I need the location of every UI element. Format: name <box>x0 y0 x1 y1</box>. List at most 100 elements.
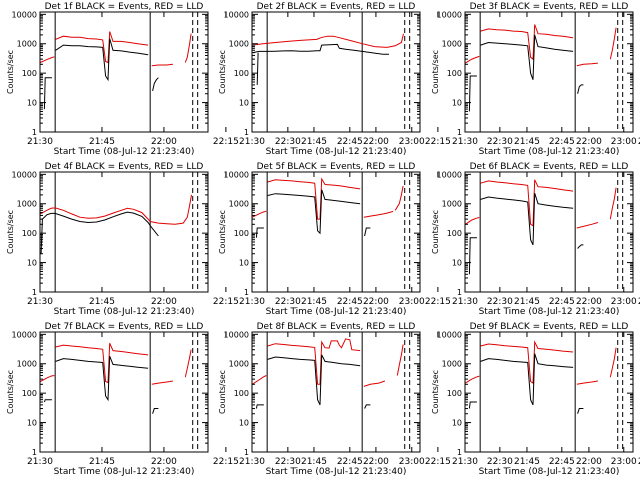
x-tick-label: 22:00 <box>151 137 177 147</box>
lld-series-line <box>609 347 617 378</box>
events-series-line <box>267 354 361 406</box>
x-tick-label: 22:00 <box>363 297 389 307</box>
x-axis-label: Start Time (08-Jul-12 21:23:40) <box>54 467 195 477</box>
y-axis-label: Counts/sec <box>6 210 15 254</box>
events-series-line <box>364 227 371 237</box>
x-tick-label: 22:15 <box>425 297 451 307</box>
x-tick-label: 22:15 <box>425 457 451 467</box>
lld-series-line <box>576 222 599 229</box>
x-tick-label: 22:45 <box>337 297 363 307</box>
lld-series-line <box>267 338 361 385</box>
x-axis-label: Start Time (08-Jul-12 21:23:40) <box>479 147 620 157</box>
y-tick-label: 1000 <box>229 360 249 369</box>
events-series-line <box>577 408 584 414</box>
chart-panel: 21:30 21:45 22:00 22:15 22:30 22:45 23:00 1 10 10… <box>6 2 425 157</box>
y-tick-label: 1 <box>457 288 462 297</box>
chart-panel: 21:30 21:45 22:00 22:15 22:30 22:45 23:00 1 10 10… <box>6 162 425 317</box>
events-series-line <box>40 211 159 254</box>
x-axis-label: Start Time (08-Jul-12 21:23:40) <box>479 467 620 477</box>
x-tick-label: 22:15 <box>213 297 239 307</box>
y-tick-label: 10000 <box>437 170 462 179</box>
x-tick-label: 22:15 <box>638 457 640 467</box>
events-series-line <box>577 244 584 249</box>
y-tick-label: 1 <box>32 128 37 137</box>
lld-series-line <box>184 33 192 63</box>
chart-title: Det 2f BLACK = Events, RED = LLD <box>257 2 416 12</box>
chart-title: Det 8f BLACK = Events, RED = LLD <box>257 322 416 332</box>
y-tick-label: 10 <box>452 259 462 268</box>
x-tick-label: 22:30 <box>275 297 301 307</box>
lld-series-line <box>151 63 173 67</box>
lld-series-line <box>252 210 267 218</box>
y-axis-label: Counts/sec <box>431 210 440 254</box>
x-tick-label: 21:45 <box>514 137 540 147</box>
x-tick-label: 21:30 <box>452 457 478 467</box>
chart-panel: 21:30 21:45 22:00 22:15 22:30 22:45 23:00 1 10 10… <box>431 322 640 477</box>
x-tick-label: 22:30 <box>487 137 513 147</box>
y-tick-label: 100 <box>447 389 462 398</box>
x-tick-label: 22:45 <box>549 297 575 307</box>
events-series-line <box>252 43 389 55</box>
y-tick-label: 1 <box>244 448 249 457</box>
y-tick-label: 1000 <box>17 40 37 49</box>
x-axis-label: Start Time (08-Jul-12 21:23:40) <box>266 467 407 477</box>
chart-title: Det 4f BLACK = Events, RED = LLD <box>45 162 204 172</box>
y-axis-label: Counts/sec <box>431 50 440 94</box>
lld-series-line <box>394 185 404 211</box>
chart-panel: 21:30 21:45 22:00 22:15 22:30 22:45 23:00 1 10 10… <box>218 162 637 317</box>
x-tick-label: 23:00 <box>611 137 637 147</box>
y-tick-label: 1 <box>244 288 249 297</box>
y-tick-label: 10 <box>452 99 462 108</box>
y-tick-label: 10 <box>452 419 462 428</box>
y-tick-label: 100 <box>234 69 249 78</box>
plot-frame <box>251 331 421 453</box>
x-tick-label: 22:30 <box>275 457 301 467</box>
lld-series-line <box>396 344 404 376</box>
x-tick-label: 22:15 <box>638 137 640 147</box>
x-tick-label: 22:15 <box>213 137 239 147</box>
y-tick-label: 100 <box>22 389 37 398</box>
x-tick-label: 22:00 <box>576 297 602 307</box>
chart-panel: 21:30 21:45 22:00 22:15 22:30 22:45 23:00 1 10 10… <box>218 2 637 157</box>
x-tick-label: 22:15 <box>425 137 451 147</box>
x-tick-label: 22:30 <box>487 297 513 307</box>
lld-series-line <box>576 380 598 385</box>
chart-title: Det 6f BLACK = Events, RED = LLD <box>470 162 629 172</box>
events-series-line <box>43 399 52 403</box>
y-tick-label: 1 <box>457 448 462 457</box>
events-series-line <box>577 84 584 94</box>
events-series-line <box>468 401 477 409</box>
y-tick-label: 10000 <box>224 170 249 179</box>
y-tick-label: 1000 <box>442 40 462 49</box>
lld-series-line <box>363 380 386 387</box>
lld-series-line <box>55 31 149 64</box>
y-tick-label: 100 <box>22 69 37 78</box>
y-tick-label: 10000 <box>12 330 37 339</box>
plot-frame <box>464 171 634 293</box>
lld-series-line <box>465 375 480 384</box>
x-tick-label: 22:00 <box>576 457 602 467</box>
y-tick-label: 1000 <box>17 360 37 369</box>
y-tick-label: 1000 <box>229 40 249 49</box>
x-tick-label: 21:45 <box>89 457 115 467</box>
y-tick-label: 100 <box>447 69 462 78</box>
x-tick-label: 22:00 <box>151 297 177 307</box>
y-axis-label: Counts/sec <box>431 370 440 414</box>
y-axis-label: Counts/sec <box>6 370 15 414</box>
x-axis-label: Start Time (08-Jul-12 21:23:40) <box>266 307 407 317</box>
plot-frame <box>251 171 421 293</box>
x-axis-label: Start Time (08-Jul-12 21:23:40) <box>54 147 195 157</box>
x-tick-label: 21:45 <box>89 137 115 147</box>
x-tick-label: 22:45 <box>549 137 575 147</box>
lld-series-line <box>576 62 598 67</box>
y-tick-label: 10 <box>239 259 249 268</box>
y-tick-label: 100 <box>22 229 37 238</box>
x-tick-label: 22:00 <box>576 137 602 147</box>
y-tick-label: 1 <box>244 128 249 137</box>
x-tick-label: 21:30 <box>452 297 478 307</box>
y-tick-label: 10 <box>239 99 249 108</box>
events-series-line <box>364 404 371 409</box>
lld-series-line <box>480 340 574 385</box>
y-axis-label: Counts/sec <box>218 210 227 254</box>
plot-frame <box>39 11 209 133</box>
